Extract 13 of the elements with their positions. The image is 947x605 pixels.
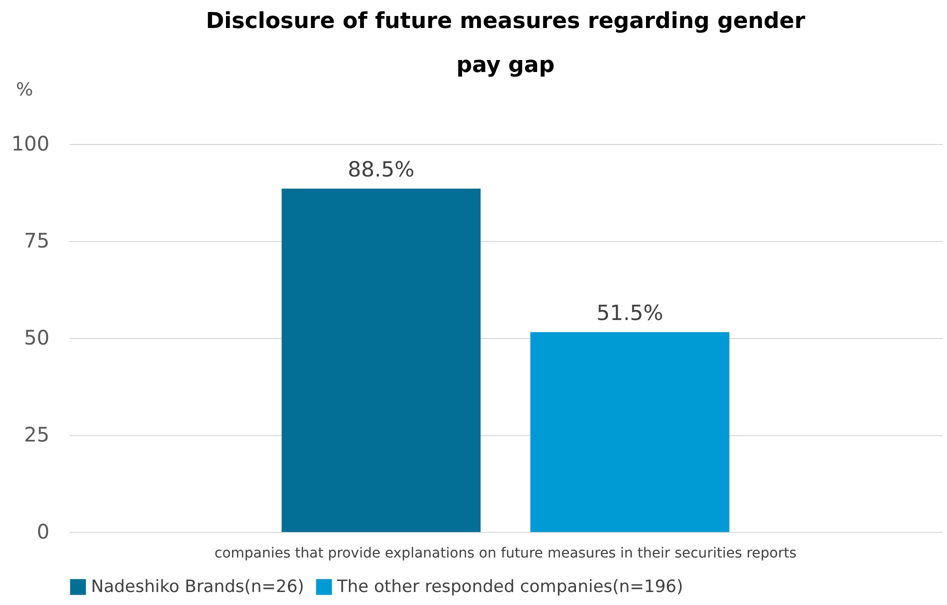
data-label: 88.5% xyxy=(348,158,414,182)
text: Disclosure of future measures regarding gender xyxy=(206,9,806,34)
y-tick-label: 50 xyxy=(24,326,50,350)
y-tick-label: 25 xyxy=(24,422,50,446)
y-axis-title: % xyxy=(16,80,34,100)
data-label: 51.5% xyxy=(596,301,664,326)
legend-label: The other responded companies(n=196) xyxy=(336,577,684,597)
y-tick-label: 0 xyxy=(36,520,50,544)
text: pay gap xyxy=(456,53,555,78)
y-tick-label: 75 xyxy=(24,228,50,252)
x-tick-label: companies that provide explanations on future measures in their securities reports xyxy=(214,546,796,562)
legend-label: Nadeshiko Brands(n=26) xyxy=(91,577,304,597)
y-tick-label: 100 xyxy=(11,132,50,156)
